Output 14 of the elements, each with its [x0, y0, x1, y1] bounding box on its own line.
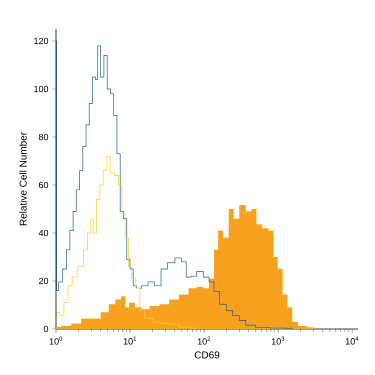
y-tick-label: 0: [44, 326, 48, 332]
y-axis-title: Relative Cell Number: [19, 132, 27, 226]
x-axis-title: CD69: [194, 351, 220, 358]
y-tick-label: 100: [34, 86, 48, 92]
x-tick-label: 10$^{1}$: [124, 336, 136, 345]
y-tick-label: 80: [38, 134, 48, 140]
x-tick-label: 10$^{4}$: [346, 336, 358, 345]
y-tick-label: 120: [34, 38, 48, 44]
x-tick-label: 10$^{3}$: [272, 336, 284, 345]
y-tick-label: 60: [38, 182, 48, 188]
x-tick-label: 10$^{0}$: [50, 336, 62, 345]
x-tick-label: 10$^{2}$: [198, 336, 210, 345]
y-tick-label: 20: [38, 278, 48, 284]
y-tick-label: 40: [38, 230, 48, 236]
